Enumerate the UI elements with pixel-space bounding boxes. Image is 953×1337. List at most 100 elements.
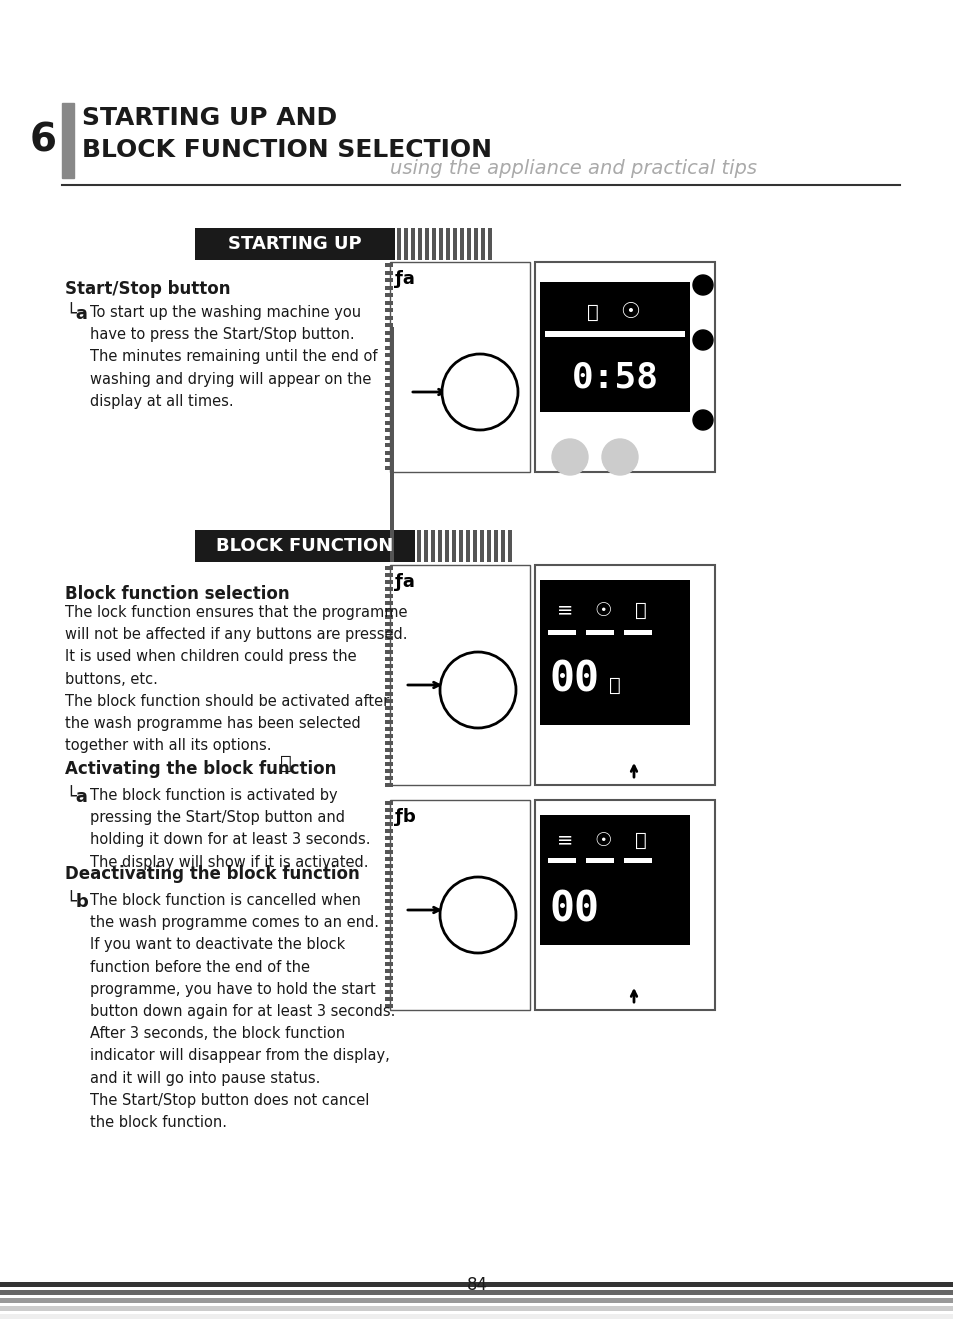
Bar [416, 529, 420, 562]
Bar [385, 747, 393, 751]
Bar [390, 328, 394, 562]
Bar [385, 898, 393, 902]
Bar [385, 338, 393, 342]
Bar [385, 443, 393, 447]
Polygon shape [62, 103, 74, 178]
Bar [585, 630, 614, 635]
Bar [385, 324, 393, 328]
Bar [385, 935, 393, 939]
Bar [385, 286, 393, 290]
Bar [385, 587, 393, 591]
Bar [0, 1298, 953, 1304]
Bar [385, 594, 393, 598]
Bar [385, 574, 393, 578]
Bar [385, 870, 393, 874]
Text: The block function is activated by
pressing the Start/Stop button and
holding it: The block function is activated by press… [90, 787, 370, 869]
Bar [385, 969, 393, 973]
Bar [467, 229, 471, 259]
Text: Start/Stop button: Start/Stop button [65, 279, 231, 298]
Bar [385, 664, 393, 668]
Bar [385, 906, 393, 910]
Circle shape [601, 439, 638, 475]
Circle shape [692, 275, 712, 295]
Text: ⧉: ⧉ [635, 830, 646, 849]
Text: ≡: ≡ [557, 830, 573, 849]
Bar [459, 229, 463, 259]
Bar [385, 368, 393, 372]
Bar [385, 699, 393, 703]
Text: 00: 00 [550, 889, 599, 931]
Bar [385, 650, 393, 654]
Bar [385, 769, 393, 773]
Bar [385, 983, 393, 987]
Bar [494, 529, 497, 562]
Bar [385, 278, 393, 282]
Text: ☉: ☉ [619, 302, 639, 322]
Bar [385, 850, 393, 854]
Bar [424, 229, 429, 259]
Bar [194, 229, 395, 259]
Bar [500, 529, 504, 562]
Bar [437, 529, 441, 562]
Bar [385, 602, 393, 606]
Bar [0, 1282, 953, 1288]
Bar [474, 229, 477, 259]
Bar [385, 413, 393, 417]
Bar [385, 948, 393, 952]
Bar [385, 451, 393, 455]
Bar [385, 976, 393, 980]
Bar [385, 775, 393, 779]
Bar [385, 989, 393, 993]
Bar [453, 229, 456, 259]
Text: ƒa: ƒa [395, 270, 415, 287]
Bar [385, 608, 393, 612]
Text: BLOCK FUNCTION: BLOCK FUNCTION [216, 537, 394, 555]
Text: The lock function ensures that the programme
will not be affected if any buttons: The lock function ensures that the progr… [65, 606, 407, 753]
Circle shape [692, 410, 712, 431]
Bar [385, 390, 393, 394]
Text: The block function is cancelled when
the wash programme comes to an end.
If you : The block function is cancelled when the… [90, 893, 395, 1130]
Bar [385, 622, 393, 626]
Bar [539, 282, 689, 412]
Text: ☉: ☉ [594, 600, 611, 619]
Bar [385, 920, 393, 924]
Bar [479, 529, 483, 562]
Bar [396, 229, 400, 259]
Bar [385, 955, 393, 959]
Circle shape [441, 354, 517, 431]
Bar [385, 836, 393, 840]
Bar [385, 580, 393, 584]
Bar [385, 808, 393, 812]
Text: 0:58: 0:58 [571, 360, 658, 394]
Bar [507, 529, 512, 562]
Bar [385, 734, 393, 738]
Bar [385, 678, 393, 682]
Bar [444, 529, 449, 562]
Bar [385, 628, 393, 632]
Bar [385, 801, 393, 805]
Bar [452, 529, 456, 562]
Bar [473, 529, 476, 562]
Bar [385, 685, 393, 689]
Bar [385, 316, 393, 320]
Bar [385, 927, 393, 931]
Text: 00: 00 [550, 659, 599, 701]
Circle shape [692, 330, 712, 350]
Bar [403, 229, 408, 259]
Text: To start up the washing machine you
have to press the Start/Stop button.
The min: To start up the washing machine you have… [90, 305, 377, 409]
Bar [385, 330, 393, 334]
Bar [385, 301, 393, 305]
Bar [0, 1306, 953, 1312]
Bar [385, 421, 393, 425]
Bar [539, 580, 689, 725]
Bar [385, 308, 393, 312]
Bar [385, 741, 393, 745]
Bar [385, 345, 393, 349]
Bar [385, 762, 393, 766]
Bar [547, 630, 576, 635]
Text: STARTING UP: STARTING UP [228, 235, 361, 253]
Bar [0, 1290, 953, 1296]
Bar [385, 361, 393, 365]
Bar [385, 721, 393, 725]
Bar [385, 864, 393, 868]
